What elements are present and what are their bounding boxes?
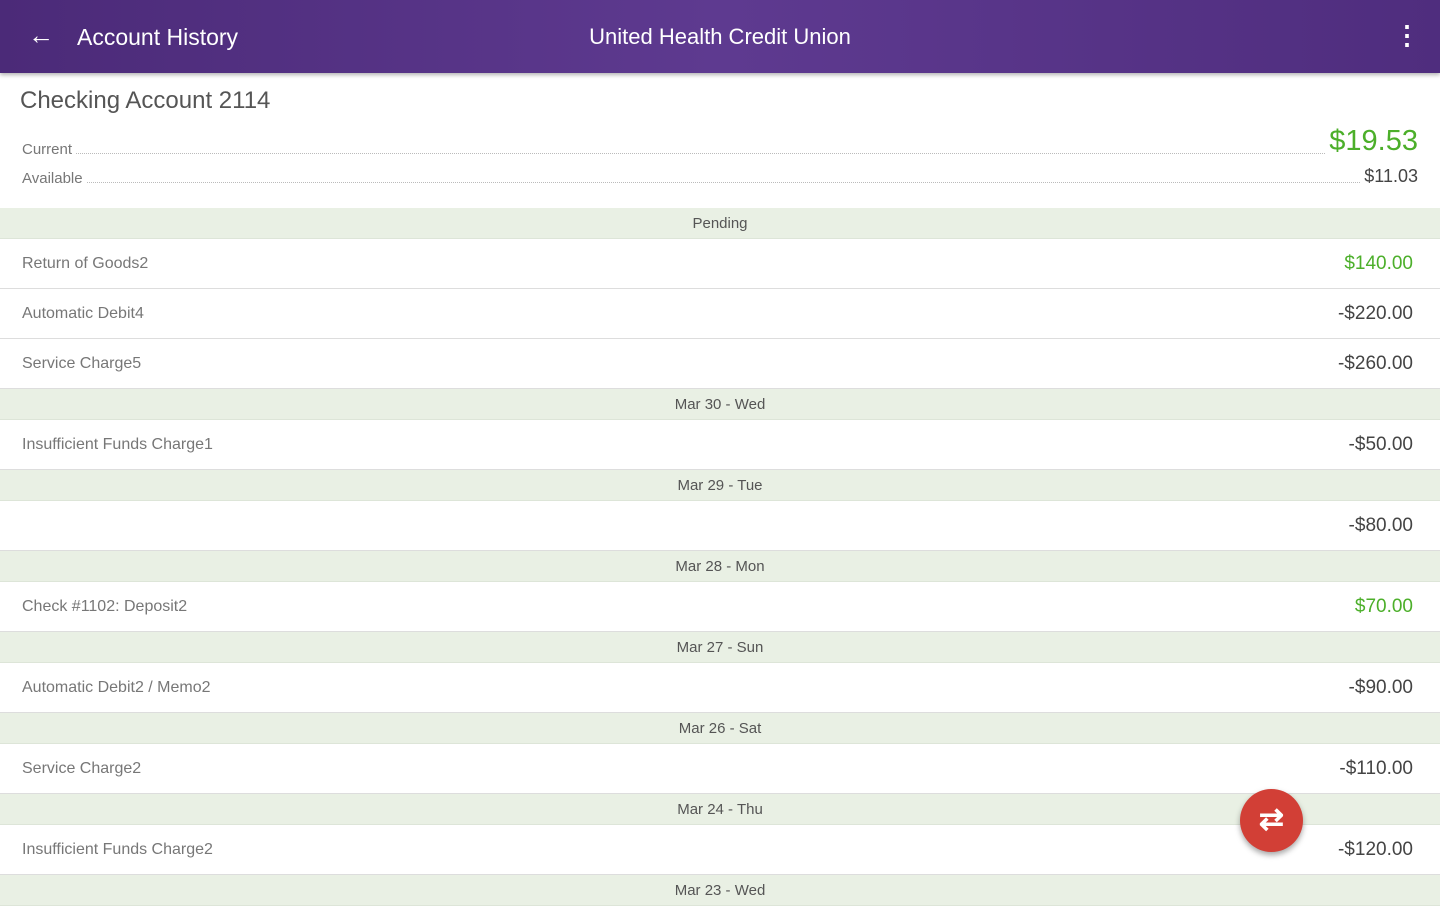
transaction-description: Service Charge5 bbox=[22, 354, 142, 372]
section-header: Mar 30 - Wed bbox=[0, 389, 1440, 420]
transaction-description: Service Charge2 bbox=[22, 759, 142, 777]
brand-title: United Health Credit Union bbox=[589, 24, 851, 49]
transaction-amount: -$80.00 bbox=[1348, 514, 1413, 536]
transaction-row[interactable]: Check #1102: Deposit2 $70.00 bbox=[0, 582, 1440, 632]
section-header: Mar 23 - Wed bbox=[0, 875, 1440, 906]
transaction-amount: -$90.00 bbox=[1348, 676, 1413, 698]
transaction-row[interactable]: Automatic Debit4 -$220.00 bbox=[0, 289, 1440, 339]
transaction-amount: -$120.00 bbox=[1337, 838, 1413, 860]
app-bar: ← Account History United Health Credit U… bbox=[0, 0, 1440, 73]
transaction-description: Insufficient Funds Charge2 bbox=[22, 840, 213, 858]
dotted-leader bbox=[86, 182, 1361, 183]
section-header: Mar 28 - Mon bbox=[0, 551, 1440, 582]
transaction-amount: $140.00 bbox=[1344, 252, 1413, 274]
transfer-button[interactable]: ⇄ bbox=[1240, 789, 1303, 852]
transaction-amount: -$110.00 bbox=[1339, 757, 1413, 779]
transaction-row[interactable]: Return of Goods2 $140.00 bbox=[0, 239, 1440, 289]
arrow-left-icon[interactable]: ← bbox=[28, 20, 54, 50]
transaction-row[interactable]: Automatic Debit2 / Memo2 -$90.00 bbox=[0, 663, 1440, 713]
transaction-description: Insufficient Funds Charge1 bbox=[22, 435, 213, 453]
account-name: Checking Account 2114 bbox=[20, 87, 271, 114]
transaction-description: Automatic Debit4 bbox=[22, 304, 144, 322]
available-balance: $11.03 bbox=[1364, 166, 1418, 186]
available-label: Available bbox=[22, 170, 83, 187]
more-vert-icon[interactable]: ⋮ bbox=[1394, 20, 1420, 50]
transaction-description: Check #1102: Deposit2 bbox=[22, 597, 188, 615]
transaction-row[interactable]: -$80.00 bbox=[0, 501, 1440, 551]
section-header: Mar 26 - Sat bbox=[0, 713, 1440, 744]
transaction-description: Automatic Debit2 / Memo2 bbox=[22, 678, 211, 696]
section-header: Mar 29 - Tue bbox=[0, 470, 1440, 501]
current-balance: $19.53 bbox=[1329, 125, 1418, 157]
transaction-amount: $70.00 bbox=[1354, 595, 1413, 617]
transaction-row[interactable]: Insufficient Funds Charge2 -$120.00 bbox=[0, 825, 1440, 875]
transaction-row[interactable]: Service Charge5 -$260.00 bbox=[0, 339, 1440, 389]
dotted-leader bbox=[76, 153, 1326, 154]
transaction-row[interactable]: Service Charge2 -$110.00 bbox=[0, 744, 1440, 794]
transaction-description: Return of Goods2 bbox=[22, 254, 149, 272]
current-label: Current bbox=[22, 141, 73, 158]
transaction-amount: -$260.00 bbox=[1337, 352, 1413, 374]
available-balance-row: Available $11.03 bbox=[22, 166, 1418, 187]
transaction-row[interactable]: Insufficient Funds Charge1 -$50.00 bbox=[0, 420, 1440, 470]
account-summary: Checking Account 2114 Current $19.53 Ava… bbox=[0, 73, 1440, 208]
section-header: Mar 24 - Thu bbox=[0, 794, 1440, 825]
transaction-list[interactable]: Pending Return of Goods2 $140.00 Automatic … bbox=[0, 208, 1440, 906]
transaction-amount: -$50.00 bbox=[1348, 433, 1413, 455]
section-header: Pending bbox=[0, 208, 1440, 239]
current-balance-row: Current $19.53 bbox=[22, 125, 1418, 158]
section-header: Mar 27 - Sun bbox=[0, 632, 1440, 663]
transaction-amount: -$220.00 bbox=[1337, 302, 1413, 324]
page-title: Account History bbox=[77, 24, 239, 50]
swap-horiz-icon: ⇄ bbox=[1258, 803, 1285, 836]
